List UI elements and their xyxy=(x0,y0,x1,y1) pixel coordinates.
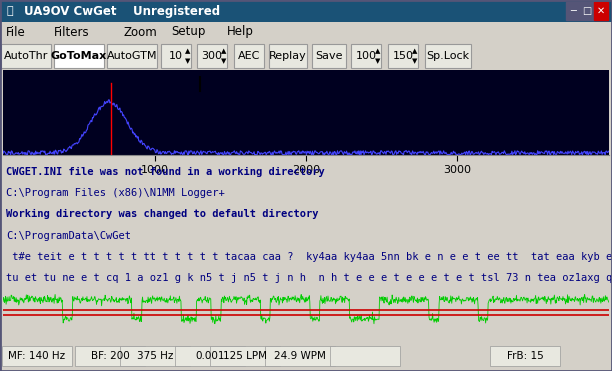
Bar xyxy=(580,2,594,20)
FancyBboxPatch shape xyxy=(490,346,560,366)
Text: AutoGTM: AutoGTM xyxy=(106,51,157,61)
Text: 10: 10 xyxy=(169,51,183,61)
Text: ✕: ✕ xyxy=(597,6,605,16)
Text: tu et tu ne e t cq 1 a oz1 g k n5 t j n5 t j n h  n h t e e e t e e e t e t tsl : tu et tu ne e t cq 1 a oz1 g k n5 t j n5… xyxy=(6,273,612,283)
Text: ▼: ▼ xyxy=(412,58,417,64)
FancyBboxPatch shape xyxy=(75,346,145,366)
Text: UA9OV CwGet    Unregistered: UA9OV CwGet Unregistered xyxy=(24,4,220,17)
Text: 24.9 WPM: 24.9 WPM xyxy=(274,351,326,361)
FancyBboxPatch shape xyxy=(120,346,190,366)
Text: Zoom: Zoom xyxy=(124,26,157,39)
Text: GoToMax: GoToMax xyxy=(51,51,107,61)
Text: 150: 150 xyxy=(392,51,414,61)
Text: ▼: ▼ xyxy=(375,58,380,64)
FancyBboxPatch shape xyxy=(351,44,381,68)
FancyBboxPatch shape xyxy=(54,44,104,68)
Text: Sp.Lock: Sp.Lock xyxy=(427,51,469,61)
Text: 125 LPM: 125 LPM xyxy=(223,351,267,361)
Text: MF: 140 Hz: MF: 140 Hz xyxy=(9,351,65,361)
FancyBboxPatch shape xyxy=(388,44,418,68)
Text: CWGET.INI file was not found in a working directory: CWGET.INI file was not found in a workin… xyxy=(6,167,325,177)
Text: FrB: 15: FrB: 15 xyxy=(507,351,543,361)
Bar xyxy=(566,2,580,20)
Text: AutoThr: AutoThr xyxy=(4,51,48,61)
Text: 🔴: 🔴 xyxy=(6,6,13,16)
Text: BF: 200: BF: 200 xyxy=(91,351,129,361)
FancyBboxPatch shape xyxy=(265,346,335,366)
Text: 0.001: 0.001 xyxy=(195,351,225,361)
Text: ▼: ▼ xyxy=(220,58,226,64)
Text: □: □ xyxy=(582,6,592,16)
FancyBboxPatch shape xyxy=(197,44,227,68)
Text: ▲: ▲ xyxy=(220,48,226,54)
FancyBboxPatch shape xyxy=(330,346,400,366)
Text: ▼: ▼ xyxy=(185,58,190,64)
FancyBboxPatch shape xyxy=(210,346,280,366)
Text: 375 Hz: 375 Hz xyxy=(137,351,173,361)
Text: ▲: ▲ xyxy=(412,48,417,54)
FancyBboxPatch shape xyxy=(1,44,51,68)
Text: ▲: ▲ xyxy=(375,48,380,54)
Text: File: File xyxy=(6,26,26,39)
Text: AEC: AEC xyxy=(238,51,260,61)
FancyBboxPatch shape xyxy=(269,44,307,68)
FancyBboxPatch shape xyxy=(161,44,191,68)
Text: C:\ProgramData\CwGet: C:\ProgramData\CwGet xyxy=(6,231,131,241)
Text: t#e teit e t t t t t tt t t t t t tacaa caa ?  ky4aa ky4aa 5nn bk e n e e t ee t: t#e teit e t t t t t tt t t t t t tacaa … xyxy=(6,252,612,262)
Text: Working directory was changed to default directory: Working directory was changed to default… xyxy=(6,210,319,220)
Bar xyxy=(594,2,608,20)
Text: Replay: Replay xyxy=(269,51,307,61)
Text: C:\Program Files (x86)\N1MM Logger+: C:\Program Files (x86)\N1MM Logger+ xyxy=(6,188,225,198)
FancyBboxPatch shape xyxy=(312,44,346,68)
Text: ▲: ▲ xyxy=(185,48,190,54)
FancyBboxPatch shape xyxy=(425,44,471,68)
FancyBboxPatch shape xyxy=(107,44,157,68)
FancyBboxPatch shape xyxy=(234,44,264,68)
Text: ─: ─ xyxy=(570,6,576,16)
Text: 300: 300 xyxy=(201,51,223,61)
Text: Help: Help xyxy=(226,26,253,39)
FancyBboxPatch shape xyxy=(175,346,245,366)
FancyBboxPatch shape xyxy=(2,346,72,366)
Text: Filters: Filters xyxy=(54,26,89,39)
Text: Save: Save xyxy=(315,51,343,61)
Text: 100: 100 xyxy=(356,51,376,61)
Text: Setup: Setup xyxy=(171,26,206,39)
